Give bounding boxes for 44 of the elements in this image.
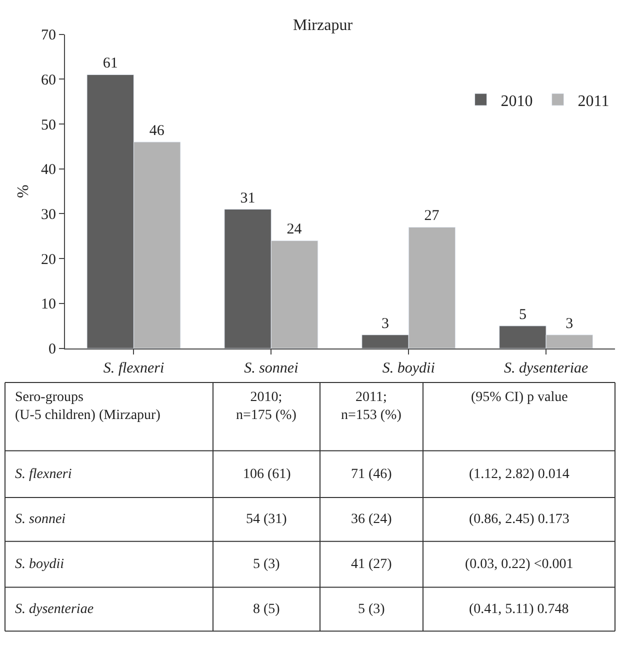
text: 54 (31): [246, 512, 288, 527]
data-label: 27: [424, 208, 440, 224]
text: S. sonnei: [15, 512, 66, 527]
x-tick-label: S. boydii: [382, 360, 435, 376]
y-tick-label: 20: [41, 252, 56, 268]
y-tick-label: 60: [41, 72, 56, 88]
legend-label: 2010: [500, 92, 533, 110]
x-tick-label: S. dysenteriae: [504, 360, 588, 376]
y-tick-label: 50: [41, 117, 56, 134]
text: 41 (27): [351, 557, 392, 572]
data-label: 5: [518, 306, 526, 323]
text: S. flexneri: [15, 467, 72, 482]
x-tick-label: S. sonnei: [244, 360, 298, 376]
y-tick-label: 30: [41, 206, 56, 223]
legend-label: 2011: [578, 92, 610, 110]
text: (1.12, 2.82) 0.014: [469, 467, 570, 482]
chart-title: Mirzapur: [293, 17, 354, 34]
text: (0.86, 2.45) 0.173: [469, 512, 570, 527]
data-label: 24: [286, 222, 302, 238]
y-tick-label: 10: [41, 296, 56, 313]
text: 2011; n=153 (%): [341, 390, 402, 424]
data-label: 46: [149, 122, 165, 139]
y-tick-label: 0: [48, 342, 56, 358]
text: 71 (46): [351, 467, 392, 482]
text: 8 (5): [253, 602, 280, 617]
y-axis-title: %: [14, 184, 32, 198]
data-label: 3: [566, 316, 574, 332]
data-label: 31: [240, 190, 256, 206]
text: Sero-groups (U-5 children) (Mirzapur): [15, 390, 161, 424]
text: (0.41, 5.11) 0.748: [469, 602, 569, 617]
y-tick-label: 40: [41, 162, 56, 178]
data-label: 61: [102, 56, 118, 72]
y-tick-label: 70: [41, 28, 56, 44]
text: 5 (3): [253, 557, 280, 572]
text: 5 (3): [358, 602, 386, 617]
text: S. boydii: [15, 557, 64, 572]
data-label: 3: [382, 316, 390, 332]
text: (95% CI) p value: [471, 390, 568, 405]
text: (0.03, 0.22) <0.001: [465, 557, 574, 572]
text: 36 (24): [351, 512, 392, 527]
text: 2010; n=175 (%): [236, 390, 297, 424]
x-tick-label: S. flexneri: [103, 360, 164, 376]
text: 106 (61): [243, 467, 292, 482]
text: S. dysenteriae: [15, 602, 94, 617]
